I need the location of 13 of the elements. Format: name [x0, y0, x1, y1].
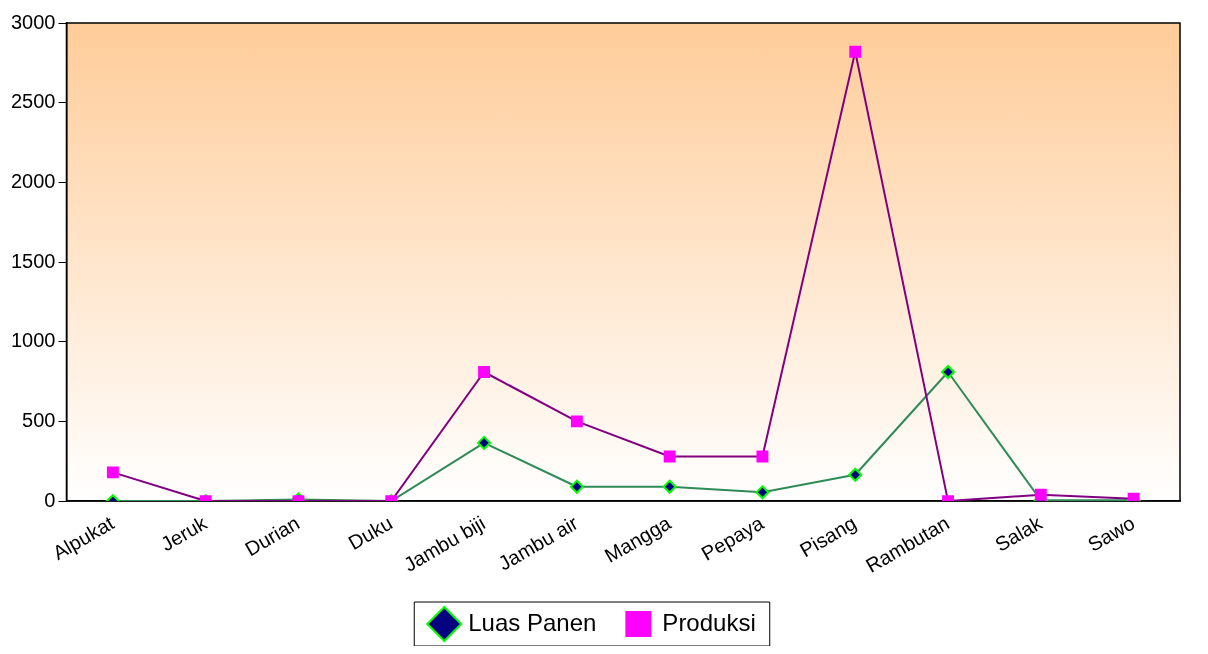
- legend-label: Produksi: [662, 608, 756, 636]
- x-tick-label: Jeruk: [157, 511, 212, 556]
- y-tick-label: 500: [22, 408, 56, 431]
- x-tick-label: Duku: [344, 511, 397, 555]
- legend-label: Luas Panen: [468, 608, 597, 636]
- x-tick-label: Salak: [991, 511, 1047, 556]
- y-tick-label: 3000: [10, 10, 56, 33]
- y-tick-label: 2500: [10, 90, 56, 113]
- y-tick-label: 1500: [10, 249, 56, 272]
- y-tick-label: 0: [44, 488, 56, 511]
- y-tick-label: 1000: [10, 329, 56, 352]
- y-tick-label: 2000: [10, 169, 56, 192]
- x-tick-label: Sawo: [1084, 511, 1139, 556]
